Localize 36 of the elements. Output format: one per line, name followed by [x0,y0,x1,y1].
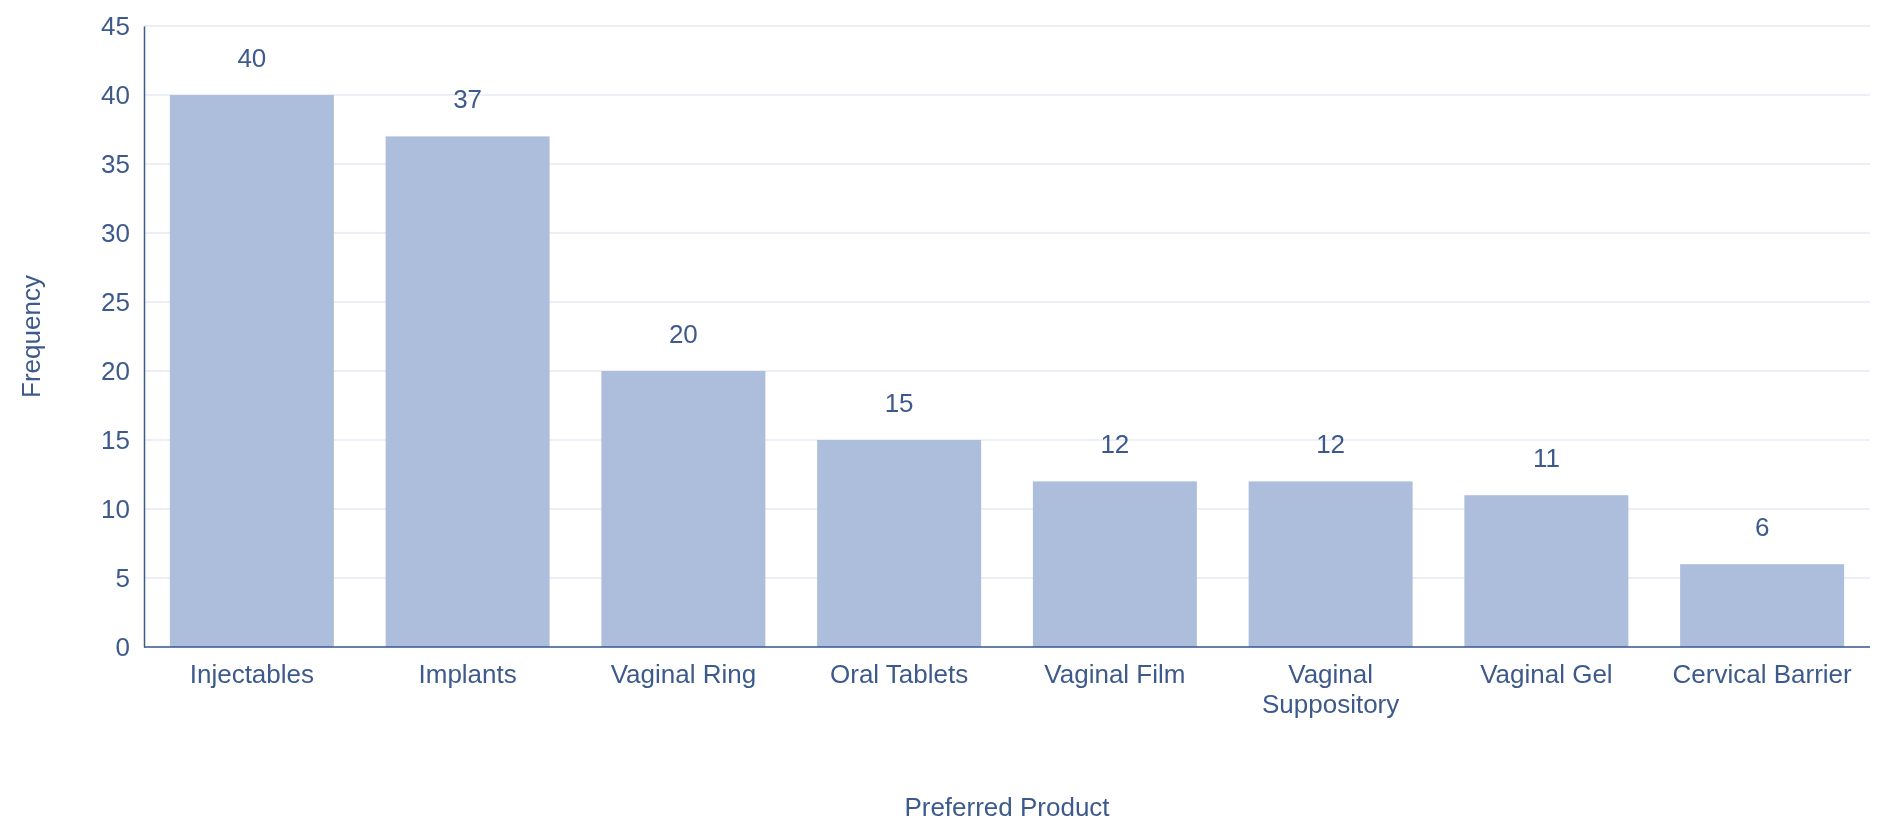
data-label: 40 [237,43,267,73]
y-tick-label: 5 [115,562,130,593]
data-label: 20 [668,319,698,349]
y-axis-title: Frequency [16,275,46,398]
bar [601,371,766,647]
y-tick-label: 25 [101,286,130,317]
bar [1464,495,1629,647]
x-tick-label: Injectables [189,659,315,690]
y-tick-label: 15 [101,424,130,455]
y-tick-label: 0 [115,631,130,662]
data-label: 37 [453,84,483,115]
data-label: 15 [884,388,914,418]
x-tick-label: Implants [418,659,517,690]
data-label: 12 [1316,429,1346,460]
y-tick-label: 40 [101,79,130,110]
y-tick-label: 30 [101,217,130,248]
y-tick-label: 45 [101,10,130,41]
bar [1248,481,1413,647]
data-label: 6 [1754,512,1770,543]
x-tick-label: Oral Tablets [829,659,969,690]
bar [385,136,550,647]
x-tick-label: Vaginal Film [1044,659,1186,690]
y-tick-label: 35 [101,148,130,179]
bar [1032,481,1197,647]
x-tick-label: Vaginal Suppository [1261,659,1400,720]
x-tick-label: Vaginal Gel [1480,659,1613,690]
x-tick-label: Cervical Barrier [1672,659,1853,690]
y-tick-label: 10 [101,493,130,524]
bar [169,95,334,647]
bar [817,440,982,647]
data-label: 12 [1100,429,1130,460]
y-tick-label: 20 [101,355,130,386]
bar [1680,564,1845,647]
x-tick-label: Vaginal Ring [610,659,757,690]
data-label: 11 [1532,443,1560,474]
x-axis-title: Preferred Product [904,792,1111,822]
